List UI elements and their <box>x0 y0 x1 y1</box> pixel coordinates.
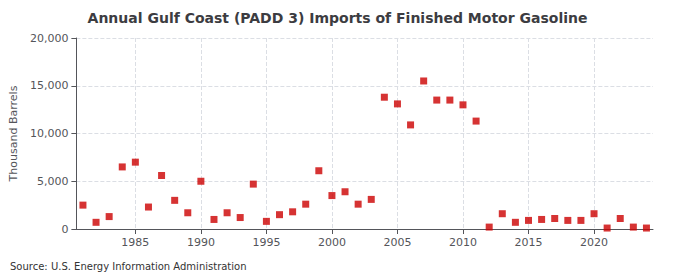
svg-text:Source: U.S. Energy Informatio: Source: U.S. Energy Information Administ… <box>10 261 247 272</box>
svg-text:1995: 1995 <box>252 236 280 249</box>
svg-text:15,000: 15,000 <box>30 79 69 92</box>
svg-text:2010: 2010 <box>449 236 477 249</box>
svg-text:2015: 2015 <box>515 236 543 249</box>
svg-text:5,000: 5,000 <box>37 175 69 188</box>
svg-text:Thousand Barrels: Thousand Barrels <box>7 85 20 182</box>
svg-text:20,000: 20,000 <box>30 32 69 45</box>
svg-text:2000: 2000 <box>318 236 346 249</box>
svg-text:0: 0 <box>61 223 68 236</box>
svg-text:1985: 1985 <box>121 236 149 249</box>
svg-text:1990: 1990 <box>187 236 215 249</box>
svg-text:2005: 2005 <box>383 236 411 249</box>
svg-text:10,000: 10,000 <box>30 127 69 140</box>
svg-text:2020: 2020 <box>580 236 608 249</box>
svg-text:Annual Gulf Coast (PADD 3) Imp: Annual Gulf Coast (PADD 3) Imports of Fi… <box>88 10 588 26</box>
